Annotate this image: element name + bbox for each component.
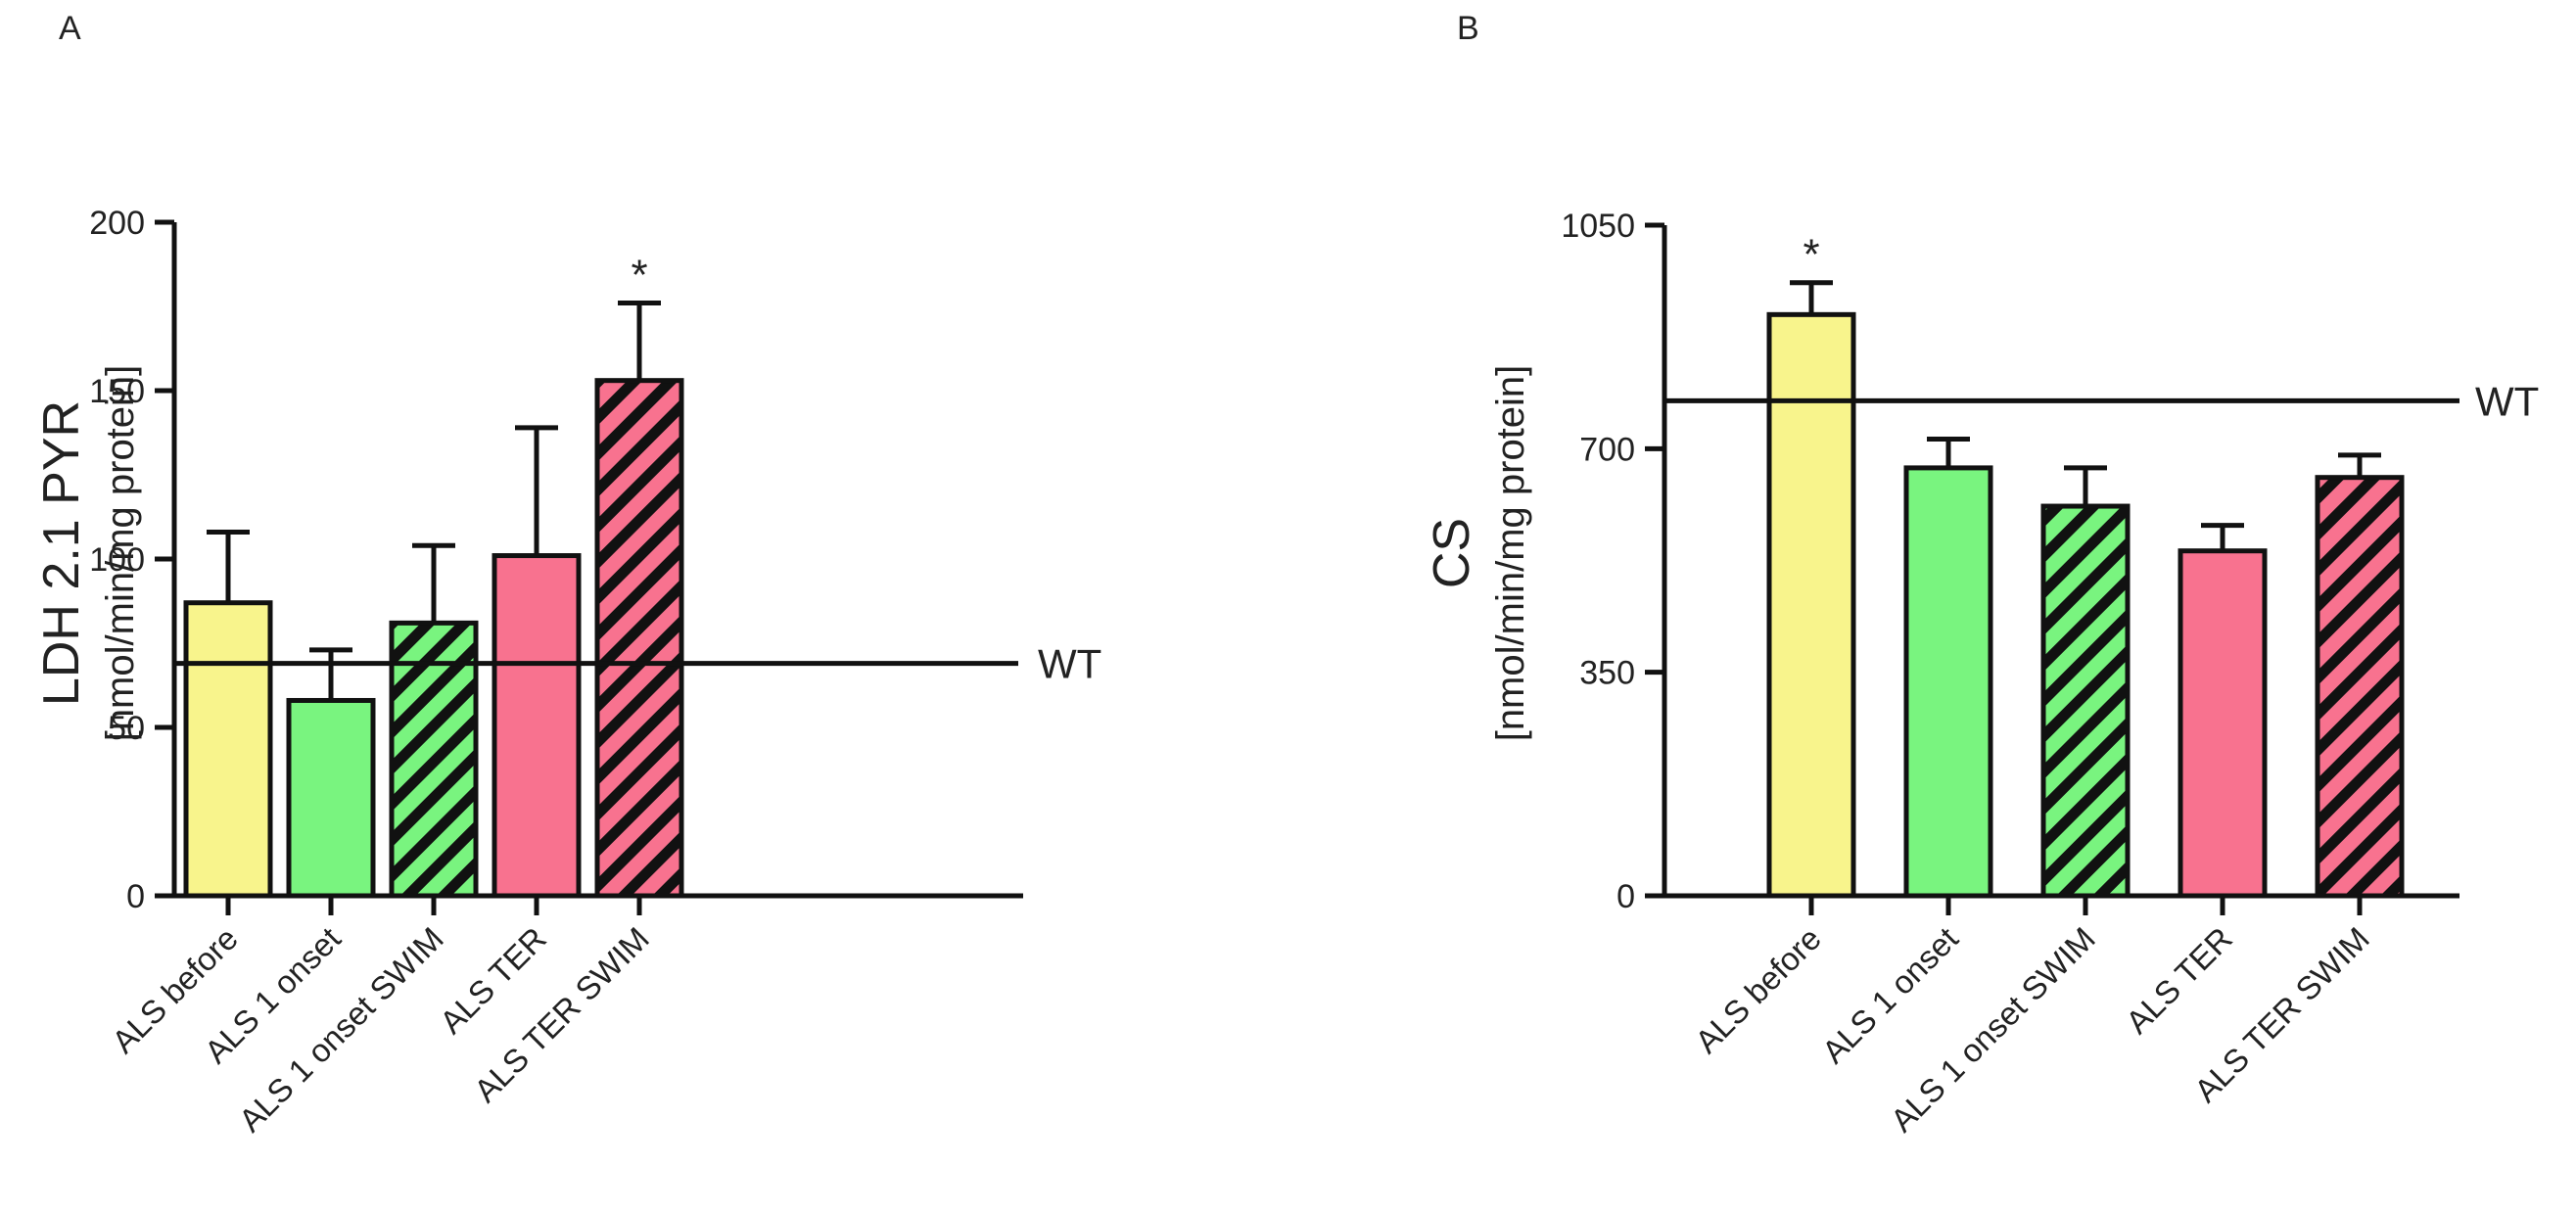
- panel-a-category-label: ALS TER SWIM: [467, 920, 656, 1109]
- panel-a-y-axis-unit: [nmol/min/mg protein]: [99, 365, 142, 742]
- panel-a-label: A: [59, 10, 81, 47]
- panel-b-y-tick-label: 700: [1579, 431, 1635, 468]
- panel-a-bar: [389, 620, 479, 899]
- panel-a-reference-label: WT: [1038, 641, 1101, 687]
- panel-a-y-tick-label: 100: [89, 541, 145, 579]
- panel-b-y-tick-label: 0: [1616, 878, 1635, 915]
- panel-a-significance-mark: *: [631, 252, 647, 300]
- panel-a-y-tick-label: 200: [89, 205, 145, 242]
- panel-b-bar: [2178, 548, 2268, 899]
- panel-b-y-axis-title: CS [nmol/min/mg protein]: [1424, 365, 1532, 742]
- panel-a-bar: [492, 553, 582, 899]
- panel-b-bar: [1766, 311, 1856, 899]
- panel-a-category-label: ALS 1 onset SWIM: [232, 920, 450, 1139]
- panel-a-y-tick-label: 50: [108, 710, 145, 747]
- panel-a-bar: [594, 378, 684, 899]
- panel-a-y-tick-label: 150: [89, 373, 145, 410]
- panel-a-y-tick-label: 0: [126, 878, 145, 915]
- panel-a-y-axis-label: LDH 2.1 PYR: [33, 400, 90, 706]
- panel-b-label: B: [1457, 10, 1479, 47]
- panel-b-significance-mark: *: [1803, 231, 1819, 279]
- panel-b-y-tick-label: 350: [1579, 655, 1635, 692]
- panel-b-y-axis-label: CS: [1424, 518, 1480, 588]
- panel-b-y-tick-label: 1050: [1561, 208, 1635, 245]
- panel-b-chart: B CS [nmol/min/mg protein] 0 350 700 1050 AL…: [1424, 10, 2539, 1139]
- panel-b-y-axis-unit: [nmol/min/mg protein]: [1489, 365, 1532, 742]
- panel-b-bar: [2040, 503, 2131, 899]
- panel-a-y-axis-title: LDH 2.1 PYR [nmol/min/mg protein]: [33, 365, 142, 742]
- panel-b-category-label: ALS before: [1688, 920, 1828, 1060]
- panel-b-category-label: ALS TER: [2119, 920, 2239, 1041]
- panel-b-reference-label: WT: [2475, 378, 2539, 424]
- panel-b-category-label: ALS 1 onset: [1815, 920, 1965, 1070]
- panel-a-chart: A LDH 2.1 PYR [nmol/min/mg protein] 0 50 1…: [33, 10, 1101, 1139]
- panel-b-bar: [2315, 475, 2405, 899]
- panel-a-bar: [183, 600, 273, 899]
- panel-b-bar: [1903, 465, 1993, 899]
- panel-a-bar: [286, 697, 376, 899]
